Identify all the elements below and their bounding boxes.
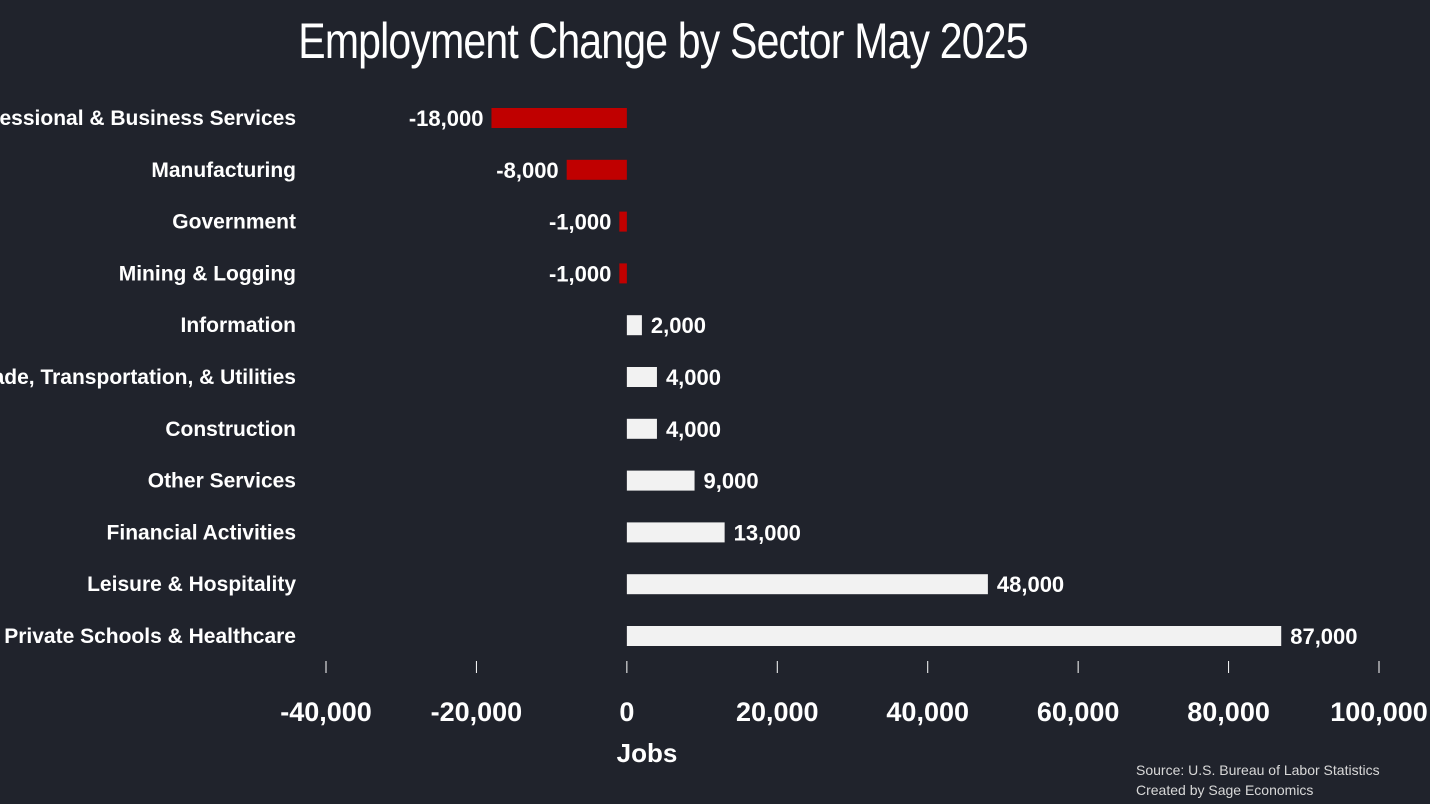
credit-line: Created by Sage Economics [1136,782,1314,798]
data-label: -18,000 [409,106,484,131]
data-label: 4,000 [666,417,721,442]
bar [626,418,657,439]
category-label: Government [172,211,296,234]
x-tick-label: 60,000 [1037,697,1120,727]
data-label: 2,000 [651,313,706,338]
bar [566,159,627,180]
bar [626,367,657,387]
data-label: -1,000 [549,210,611,235]
bar [626,315,642,336]
x-tick-label: -40,000 [280,697,372,727]
category-label: Information [181,314,297,337]
category-label: Construction [165,418,296,441]
data-label: 87,000 [1290,624,1357,649]
category-label: Manufacturing [151,159,296,182]
data-label: 48,000 [997,572,1064,597]
bar [626,626,1282,646]
x-axis: -40,000 -20,000 0 20,000 40,000 60,000 80,000 1… [280,661,1428,727]
category-label: Professional & Business Services [0,107,296,130]
x-axis-title: Jobs [617,738,678,768]
bars [491,108,1282,646]
x-tick-label: 80,000 [1187,697,1270,727]
bar [619,263,627,284]
x-tick-label: 100,000 [1330,697,1428,727]
chart-title: Employment Change by Sector May 2025 [298,13,1028,69]
data-label: 9,000 [704,469,759,494]
category-label: Trade, Transportation, & Utilities [0,366,296,389]
bar [626,470,695,491]
source-note: Source: U.S. Bureau of Labor Statistics … [1136,760,1380,800]
x-tick-label: 40,000 [886,697,969,727]
source-line: Source: U.S. Bureau of Labor Statistics [1136,762,1380,778]
category-label: Other Services [148,470,296,493]
data-label: 13,000 [734,520,801,545]
x-tick-label: -20,000 [431,697,523,727]
bar [626,574,988,595]
x-tick-label: 20,000 [736,697,819,727]
bar [491,108,627,128]
bar [626,522,725,543]
data-label: -8,000 [496,158,558,183]
category-label: Leisure & Hospitality [87,573,296,596]
bar [619,211,627,232]
category-label: Mining & Logging [119,262,296,285]
x-tick-label: 0 [619,697,634,727]
category-label: Financial Activities [107,521,296,544]
value-labels: -18,000 -8,000 -1,000 -1,000 2,000 4,000 4,000… [409,106,1358,649]
category-labels: Professional & Business Services Manufact… [0,107,296,648]
category-label: Private Schools & Healthcare [4,625,296,648]
data-label: -1,000 [549,261,611,286]
data-label: 4,000 [666,365,721,390]
